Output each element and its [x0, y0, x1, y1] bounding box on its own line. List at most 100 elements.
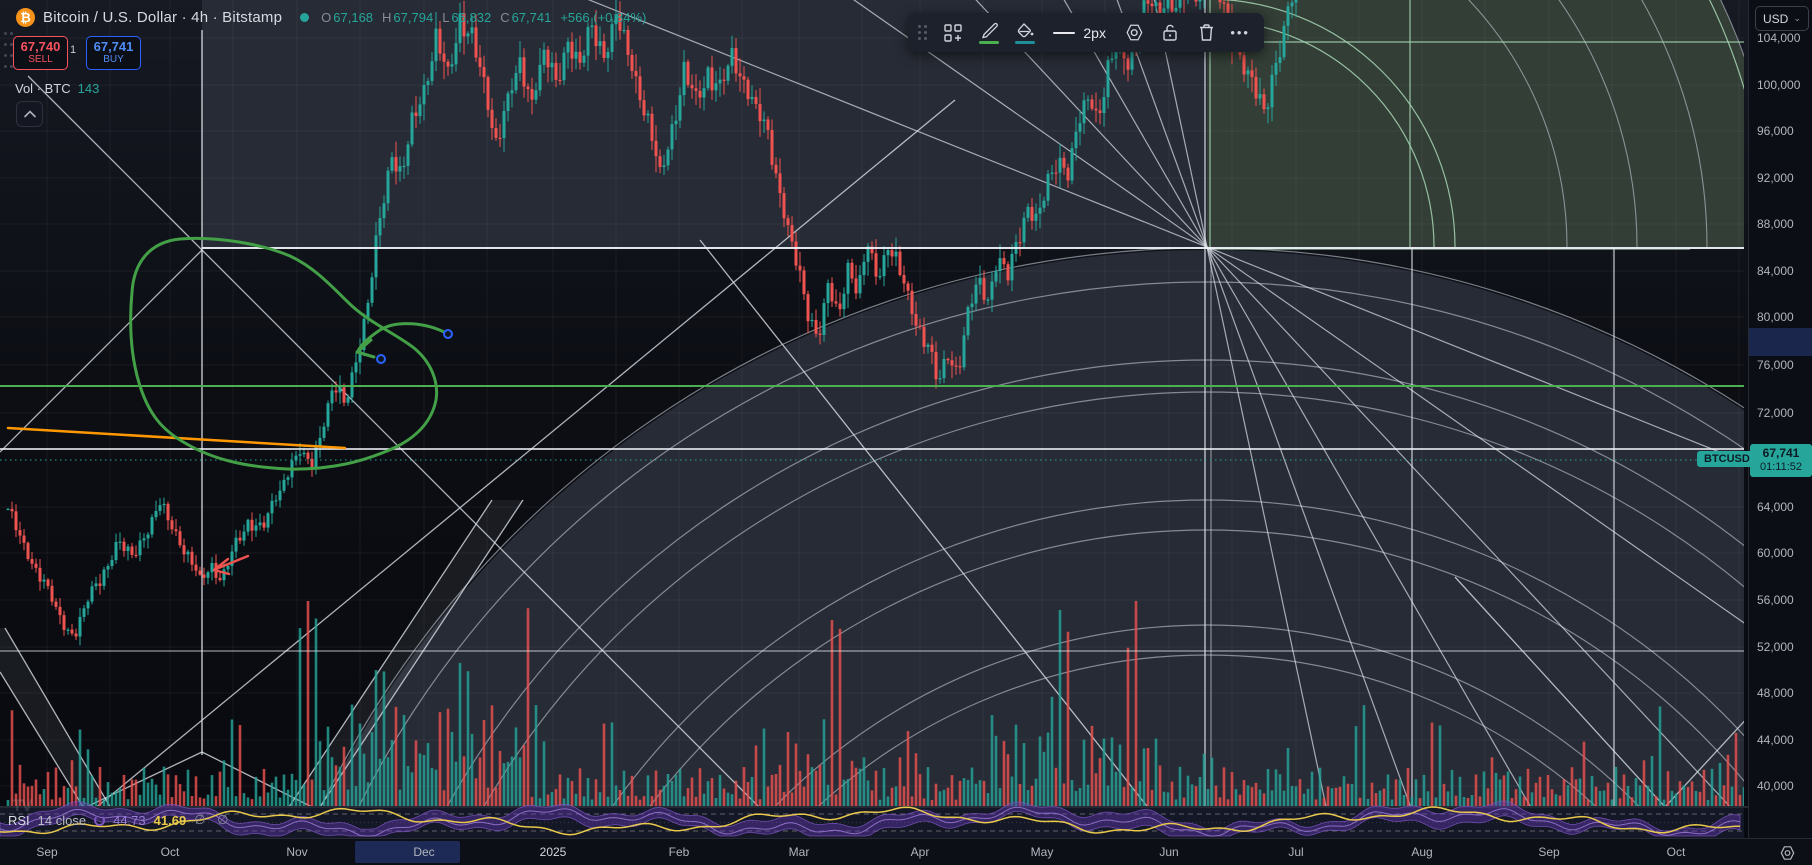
- trade-panel-drag-handle[interactable]: [4, 32, 14, 68]
- volume-bar: [346, 789, 350, 806]
- candle-body: [1018, 242, 1022, 244]
- candle-body: [966, 307, 970, 336]
- line-width-button[interactable]: 2px: [1043, 16, 1116, 49]
- rsi-indicator-legend[interactable]: RSI 14 close 44.73 41.69 ∅ ∅: [8, 812, 232, 828]
- time-tick-label: Sep: [36, 845, 58, 859]
- volume-bar: [474, 778, 478, 806]
- candle-body: [94, 583, 98, 587]
- volume-bar: [1130, 786, 1134, 806]
- candle-body: [610, 24, 614, 52]
- candle-body: [930, 344, 934, 352]
- candle-body: [170, 520, 174, 530]
- candle-body: [934, 351, 938, 380]
- candle-body: [550, 62, 554, 68]
- line-color-button[interactable]: [971, 16, 1007, 49]
- volume-bar: [430, 767, 434, 806]
- candle-body: [618, 14, 622, 31]
- volume-bar: [370, 732, 374, 806]
- volume-bar: [354, 786, 358, 806]
- price-axis[interactable]: 104,000 100,000 96,000 92,000 88,000 84,000 80…: [1748, 0, 1812, 838]
- sell-button[interactable]: 67,740 SELL: [13, 36, 68, 70]
- volume-bar: [1742, 787, 1744, 806]
- volume-bar: [1370, 782, 1374, 806]
- time-axis[interactable]: Sep Oct Nov Dec 2025 Feb Mar Apr May Jun Jul Aug Sep…: [0, 838, 1812, 865]
- candle-body: [418, 104, 422, 117]
- unlock-icon: [1163, 24, 1177, 41]
- price-tick-label: 80,000: [1757, 310, 1794, 324]
- candle-body: [1130, 46, 1134, 70]
- candle-body: [238, 537, 242, 541]
- fill-color-swatch: [1015, 40, 1036, 44]
- candle-body: [78, 616, 82, 637]
- candle-body: [42, 579, 46, 582]
- fill-color-button[interactable]: [1007, 16, 1043, 49]
- toolbar-drag-handle[interactable]: [918, 25, 927, 40]
- candle-body: [570, 41, 574, 59]
- volume-bar: [34, 779, 38, 806]
- volume-bar: [1634, 778, 1638, 806]
- delete-drawing-button[interactable]: [1188, 16, 1224, 49]
- pencil-icon: [981, 22, 998, 38]
- volume-bar: [1710, 768, 1714, 806]
- volume-bar: [1438, 725, 1442, 806]
- candle-body: [178, 531, 182, 546]
- volume-bar: [1638, 785, 1642, 806]
- volume-bar: [1458, 776, 1462, 806]
- volume-bar: [650, 796, 654, 806]
- more-options-button[interactable]: •••: [1230, 25, 1250, 40]
- volume-bar: [178, 784, 182, 806]
- volume-bar: [978, 780, 982, 806]
- volume-bar: [534, 705, 538, 806]
- volume-bar: [398, 789, 402, 806]
- candle-body: [678, 95, 682, 121]
- volume-bar: [294, 779, 298, 806]
- volume-bar: [90, 775, 94, 806]
- drawing-anchor-point[interactable]: [443, 329, 453, 339]
- volume-bar: [1662, 799, 1666, 806]
- volume-bar: [1426, 791, 1430, 806]
- volume-bar: [722, 788, 726, 806]
- buy-button[interactable]: 67,741 BUY: [86, 36, 141, 70]
- volume-bar: [578, 768, 582, 806]
- volume-bar: [1278, 774, 1282, 806]
- candle-body: [134, 554, 138, 557]
- volume-bar: [970, 767, 974, 806]
- drawing-anchor-point[interactable]: [376, 354, 386, 364]
- price-tick-label: 64,000: [1757, 500, 1794, 514]
- volume-bar: [1382, 788, 1386, 806]
- sell-label: SELL: [28, 54, 53, 66]
- volume-bar: [102, 799, 106, 806]
- buy-label: BUY: [103, 54, 124, 66]
- currency-selector[interactable]: USD ⌄: [1755, 6, 1809, 31]
- volume-bar: [266, 792, 270, 806]
- volume-bar: [678, 768, 682, 806]
- volume-bar: [302, 784, 306, 806]
- lock-drawing-button[interactable]: [1152, 16, 1188, 49]
- candle-body: [626, 29, 630, 55]
- candle-body: [350, 372, 354, 398]
- time-tick-label: Mar: [788, 845, 810, 859]
- candle-body: [390, 157, 394, 171]
- volume-bar: [118, 788, 122, 806]
- volume-indicator-row[interactable]: Vol · BTC 143: [15, 81, 99, 96]
- volume-bar: [950, 775, 954, 806]
- candle-body: [22, 535, 26, 543]
- volume-bar: [838, 628, 842, 806]
- volume-bar: [362, 753, 366, 806]
- axis-settings-button[interactable]: [1772, 843, 1802, 863]
- candle-body: [322, 426, 326, 438]
- pane-divider[interactable]: [0, 806, 1748, 808]
- volume-bar: [946, 787, 950, 806]
- volume-bar: [1582, 741, 1586, 806]
- candle-body: [574, 51, 578, 59]
- chart-canvas[interactable]: [0, 0, 1748, 838]
- drawing-settings-button[interactable]: [1116, 16, 1152, 49]
- collapse-panel-button[interactable]: [16, 101, 43, 127]
- candle-body: [854, 278, 858, 294]
- symbol-title[interactable]: Bitcoin / U.S. Dollar · 4h · Bitstamp: [43, 9, 283, 26]
- volume-bar: [1594, 786, 1598, 806]
- drawing-template-button[interactable]: [935, 16, 971, 49]
- volume-bar: [1234, 789, 1238, 806]
- candle-body: [402, 165, 406, 168]
- candle-body: [890, 250, 894, 257]
